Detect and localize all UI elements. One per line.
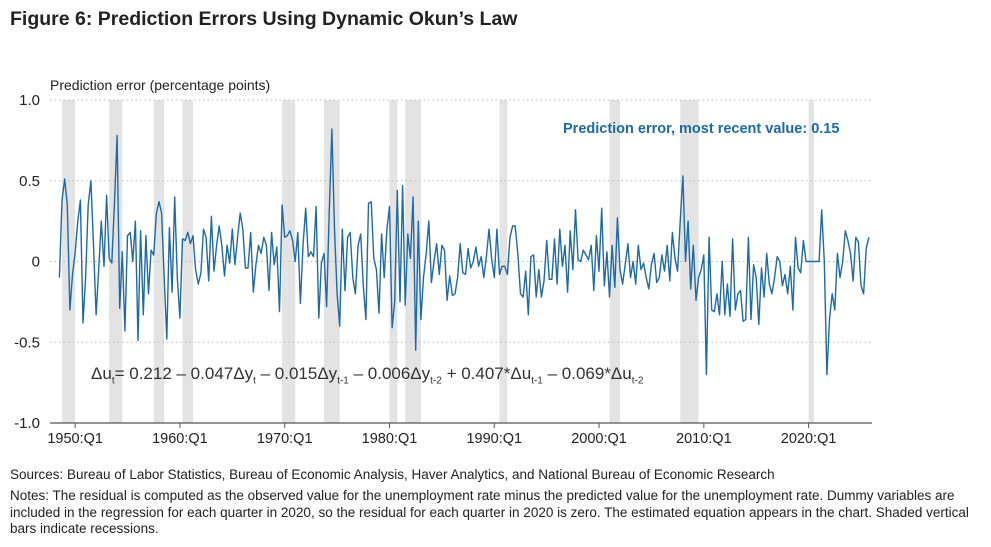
equation-subscript: t-1 [531, 375, 543, 387]
equation-term: – 0.015Δy [255, 364, 338, 383]
equation-subscript: t-2 [430, 375, 442, 387]
y-tick-label: -0.5 [14, 334, 40, 351]
chart-title: Figure 6: Prediction Errors Using Dynami… [10, 8, 518, 30]
x-tick-label: 1970:Q1 [257, 431, 313, 447]
x-tick-label: 1990:Q1 [466, 431, 522, 447]
recession-bar [499, 100, 508, 423]
recent-value-annotation: Prediction error, most recent value: 0.1… [563, 121, 840, 137]
y-axis-label: Prediction error (percentage points) [50, 77, 271, 93]
equation-term: – 0.069*Δu [542, 364, 632, 383]
equation-term: = 0.212 – 0.047Δy [114, 364, 254, 383]
prediction-error-line [58, 128, 870, 376]
x-tick-label: 2000:Q1 [571, 431, 627, 447]
equation-subscript: t [111, 375, 115, 387]
equation-subscript: t-2 [631, 375, 644, 387]
recession-bar [324, 100, 340, 423]
recession-bar [405, 100, 421, 423]
equation-term: Δu [91, 364, 112, 383]
notes-text: Notes: The residual is computed as the o… [10, 488, 969, 536]
x-tick-label: 1960:Q1 [152, 431, 208, 447]
y-tick-label: 1.0 [19, 92, 40, 109]
x-tick-label: 1980:Q1 [362, 431, 418, 447]
y-tick-label: 0 [32, 254, 40, 271]
x-tick-label: 1950:Q1 [47, 431, 103, 447]
equation-term: – 0.006Δy [348, 364, 431, 383]
recession-bar [609, 100, 621, 423]
x-tick-label: 2020:Q1 [781, 431, 837, 447]
sources-note: Sources: Bureau of Labor Statistics, Bur… [10, 467, 775, 482]
equation-subscript: t-1 [337, 375, 349, 387]
recession-bar [182, 100, 194, 423]
x-tick-label: 2010:Q1 [676, 431, 732, 447]
y-tick-label: 0.5 [19, 173, 40, 190]
equation-term: + 0.407*Δu [441, 364, 532, 383]
recession-bar [109, 100, 123, 423]
y-tick-label: -1.0 [14, 415, 40, 432]
regression-equation: Δut= 0.212 – 0.047Δyt – 0.015Δyt-1 – 0.0… [91, 364, 643, 386]
equation-subscript: t [253, 375, 256, 387]
